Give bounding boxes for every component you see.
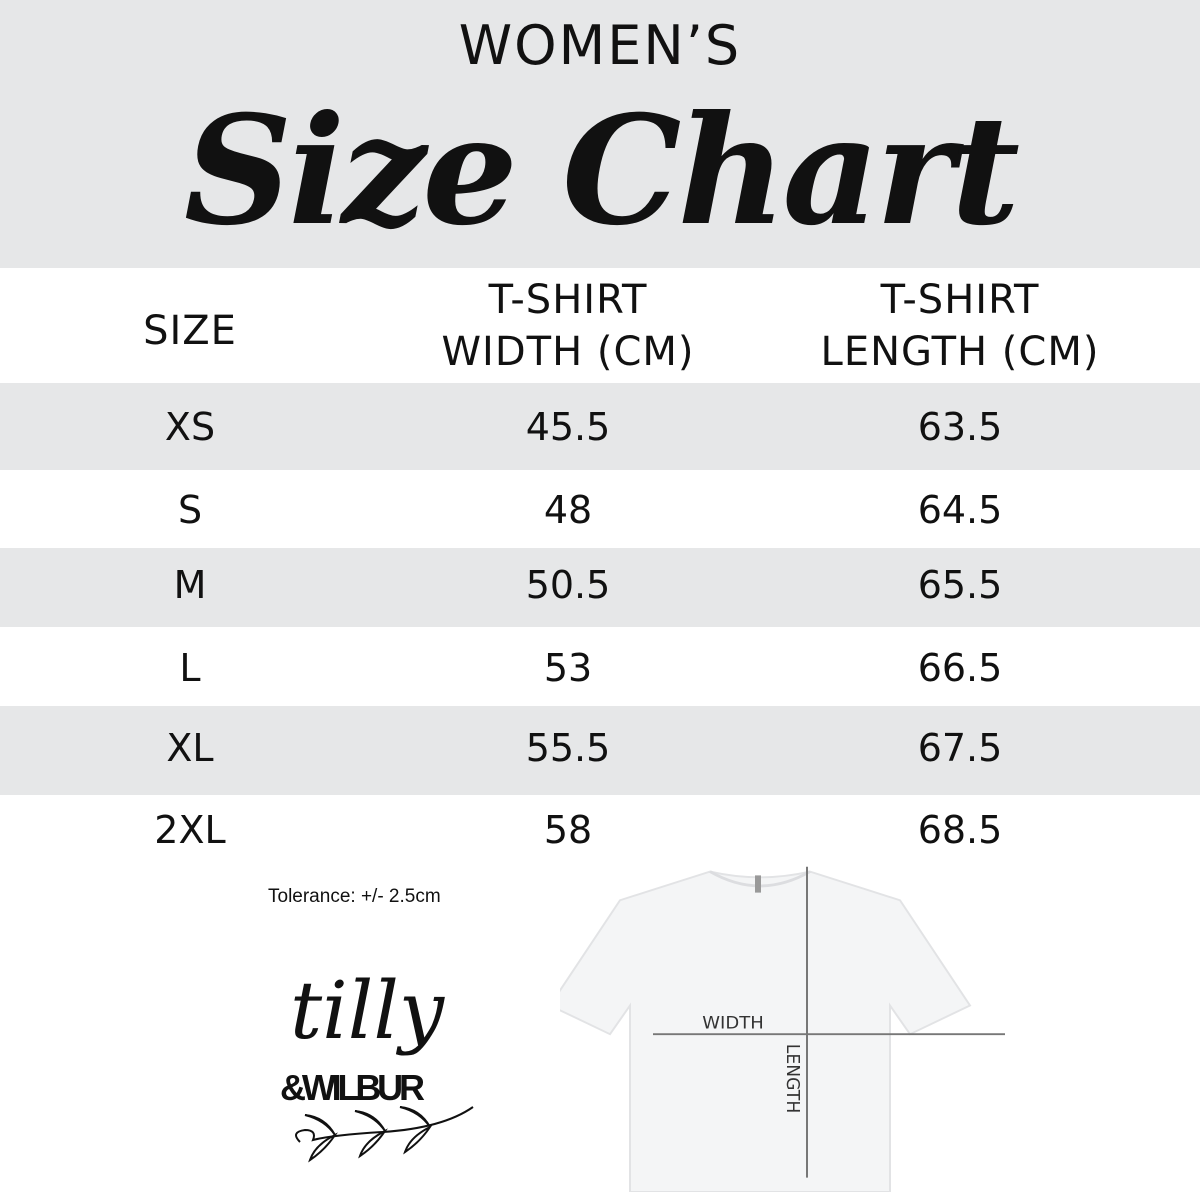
- neck-label-tag: [755, 875, 761, 893]
- row-band-m: [0, 548, 1200, 627]
- column-header-length-line1: T-SHIRT: [880, 277, 1040, 323]
- page-title: Size Chart: [183, 83, 1020, 259]
- tilly-wilbur-logo: tilly &WILBUR: [280, 964, 474, 1163]
- header-band: [0, 0, 1200, 268]
- cell-size: M: [173, 563, 207, 607]
- cell-size: S: [177, 488, 203, 532]
- column-header-width-line1: T-SHIRT: [488, 277, 648, 323]
- leaf-branch-icon: [295, 1106, 474, 1163]
- tolerance-note: Tolerance: +/- 2.5cm: [268, 886, 441, 907]
- length-label: LENGTH: [782, 1044, 802, 1114]
- column-header-size: SIZE: [110, 305, 270, 357]
- cell-width: 45.5: [525, 405, 611, 449]
- column-header-size-label: SIZE: [143, 308, 237, 354]
- width-label: WIDTH: [702, 1014, 763, 1034]
- cell-width: 55.5: [525, 726, 611, 770]
- column-header-length-line2: LENGTH (CM): [820, 329, 1100, 375]
- logo-tilly-text: tilly: [290, 964, 446, 1057]
- column-header-length: T-SHIRT LENGTH (CM): [785, 274, 1135, 378]
- column-header-width-line2: WIDTH (CM): [441, 329, 695, 375]
- cell-width: 58: [543, 808, 593, 852]
- cell-length: 68.5: [917, 808, 1003, 852]
- cell-size: XS: [164, 405, 216, 449]
- cell-length: 67.5: [917, 726, 1003, 770]
- tshirt-measurement-diagram: WIDTH LENGTH: [560, 866, 1005, 1192]
- cell-length: 65.5: [917, 563, 1003, 607]
- cell-length: 63.5: [917, 405, 1003, 449]
- cell-size: L: [179, 646, 201, 690]
- cell-size: XL: [166, 726, 214, 770]
- cell-length: 66.5: [917, 646, 1003, 690]
- logo-wilbur-text: &WILBUR: [280, 1067, 425, 1108]
- cell-length: 64.5: [917, 488, 1003, 532]
- row-band-xs: [0, 383, 1200, 470]
- cell-width: 48: [543, 488, 593, 532]
- cell-width: 50.5: [525, 563, 611, 607]
- cell-width: 53: [543, 646, 593, 690]
- column-header-width: T-SHIRT WIDTH (CM): [403, 274, 733, 378]
- row-band-xl: [0, 706, 1200, 795]
- eyebrow-title: WOMEN’S: [458, 14, 742, 77]
- cell-size: 2XL: [154, 808, 226, 852]
- tshirt-shape: [560, 870, 972, 1192]
